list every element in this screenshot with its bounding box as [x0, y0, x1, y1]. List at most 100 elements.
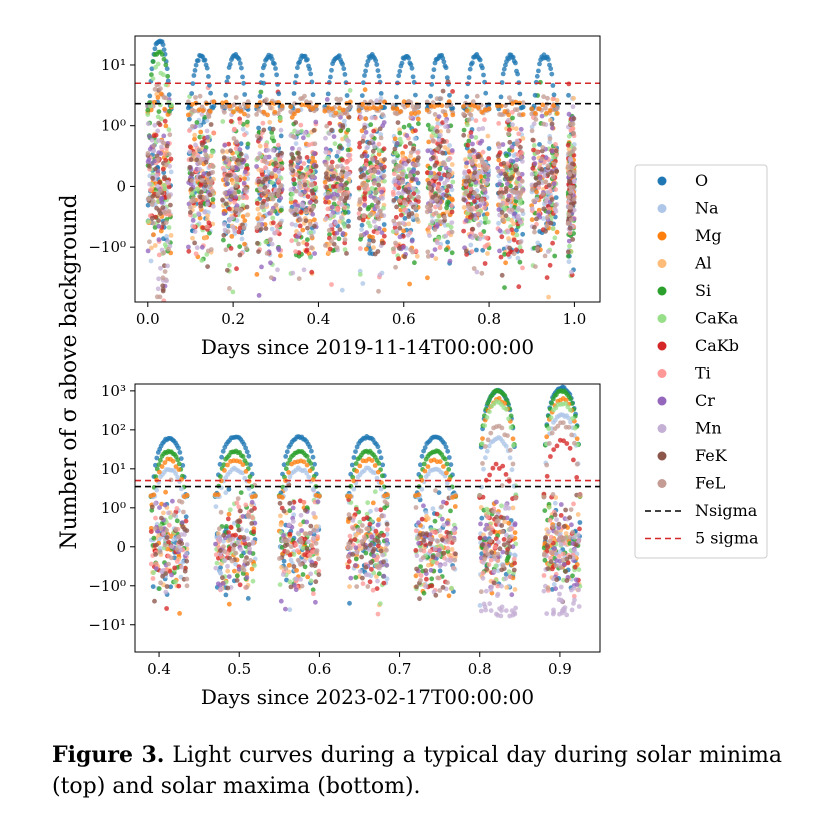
point-fel: [461, 111, 466, 117]
point-cakb: [565, 142, 571, 148]
point-o: [309, 448, 314, 454]
point-mg: [394, 106, 400, 112]
point-fel: [407, 173, 413, 178]
point-al: [548, 117, 553, 123]
point-cakb: [357, 144, 362, 150]
point-fek: [530, 137, 536, 143]
point-mn: [396, 190, 401, 196]
point-mn: [202, 209, 208, 215]
point-fek: [188, 186, 194, 192]
point-si: [150, 59, 156, 64]
point-cr: [335, 192, 340, 198]
point-fel: [424, 204, 430, 210]
point-al: [442, 145, 448, 150]
point-fel: [334, 245, 340, 251]
point-na: [359, 227, 364, 233]
point-cr: [259, 264, 264, 270]
point-o: [334, 153, 340, 159]
point-fel: [245, 99, 251, 104]
point-fek: [474, 204, 480, 210]
point-mn: [437, 132, 443, 138]
point-caka: [502, 205, 508, 211]
point-caka: [552, 235, 558, 241]
point-mn: [552, 206, 558, 212]
point-fel: [401, 199, 407, 205]
point-mn: [480, 126, 486, 131]
point-ti: [275, 142, 281, 148]
point-fek: [340, 123, 346, 128]
point-mn: [281, 572, 286, 577]
point-cakb: [167, 569, 173, 574]
point-o: [396, 73, 402, 79]
point-fel: [157, 549, 163, 555]
point-fel: [167, 132, 173, 138]
point-caka: [465, 122, 470, 128]
point-caka: [210, 149, 215, 155]
point-o: [192, 68, 198, 73]
point-caka: [342, 224, 348, 229]
point-ti: [325, 206, 331, 212]
point-cr: [429, 150, 435, 156]
point-si: [310, 587, 316, 593]
point-ti: [191, 151, 197, 156]
point-na: [378, 95, 384, 101]
point-al: [156, 532, 162, 538]
point-mg: [495, 103, 500, 109]
point-o: [443, 65, 449, 71]
point-mg: [356, 108, 362, 113]
point-cakb: [270, 220, 276, 226]
point-fel: [158, 188, 164, 193]
point-fek: [344, 251, 349, 256]
point-cakb: [513, 247, 519, 253]
point-cr: [324, 97, 330, 102]
point-fel: [248, 558, 254, 563]
point-mg: [227, 103, 233, 109]
point-fel: [241, 567, 247, 573]
point-fel: [445, 128, 451, 134]
point-mg: [544, 110, 549, 116]
point-ti: [516, 131, 522, 137]
point-fel: [275, 192, 281, 198]
point-fek: [402, 254, 408, 260]
point-mn: [298, 512, 304, 518]
point-cr: [169, 572, 175, 578]
point-ti: [480, 149, 486, 155]
point-mg: [401, 99, 407, 105]
point-fel: [256, 222, 262, 228]
point-cakb: [200, 225, 206, 231]
point-na: [287, 474, 293, 480]
point-caka: [252, 563, 257, 568]
point-fek: [501, 160, 507, 166]
point-mn: [400, 191, 405, 196]
point-fek: [232, 542, 237, 548]
point-si: [517, 259, 523, 265]
point-o: [307, 444, 313, 450]
point-ti: [519, 150, 524, 156]
point-mn: [297, 231, 302, 237]
point-na: [197, 123, 202, 129]
point-ti: [553, 187, 558, 192]
point-fel: [529, 128, 535, 134]
point-o: [547, 62, 552, 68]
point-cr: [244, 575, 250, 580]
point-si: [401, 124, 407, 130]
point-cakb: [251, 529, 257, 535]
point-mg: [232, 568, 237, 574]
point-fel: [298, 562, 303, 567]
point-mn: [520, 159, 525, 164]
point-na: [339, 287, 345, 293]
point-fek: [289, 152, 295, 157]
point-cakb: [228, 524, 234, 530]
point-fel: [362, 185, 367, 191]
point-o: [312, 461, 317, 467]
point-al: [205, 213, 210, 219]
point-fel: [566, 220, 571, 226]
point-mn: [571, 207, 577, 213]
point-fel: [567, 172, 573, 178]
point-mg: [307, 468, 313, 474]
point-mn: [570, 104, 576, 110]
point-o: [248, 462, 253, 467]
point-fel: [552, 202, 558, 208]
point-cakb: [237, 116, 243, 122]
point-mn: [161, 531, 166, 537]
